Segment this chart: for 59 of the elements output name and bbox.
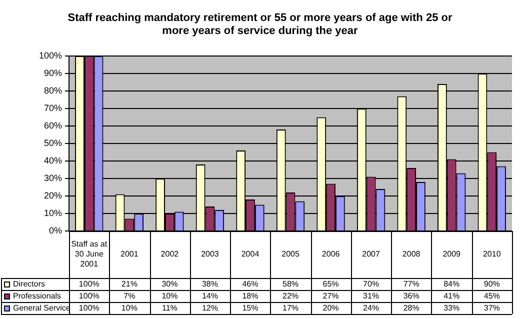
y-tick-label: 70% (44, 102, 62, 113)
data-label: 22% (282, 292, 299, 301)
y-tick-label: 40% (44, 155, 62, 166)
x-tick-label: 2005 (282, 250, 300, 259)
x-tick-label: 2006 (322, 250, 340, 259)
data-label: 84% (444, 280, 460, 289)
y-tick-label: 100% (38, 50, 62, 60)
y-tick-label: 10% (44, 208, 62, 218)
y-tick-label: 20% (44, 190, 62, 200)
data-label: 36% (403, 292, 420, 301)
data-label: 18% (242, 292, 258, 301)
data-label: 10% (121, 304, 138, 313)
data-label: 28% (403, 304, 420, 313)
data-label: 90% (484, 280, 500, 289)
legend-label: Professionals (13, 292, 62, 301)
data-label: 100% (78, 292, 100, 301)
data-label: 41% (444, 292, 460, 301)
x-tick-label: 2001 (120, 250, 139, 259)
y-tick-label: 90% (44, 68, 62, 78)
data-label: 33% (444, 304, 460, 313)
data-label: 100% (78, 280, 100, 289)
x-tick-label: 2010 (482, 250, 502, 259)
data-label: 37% (484, 304, 500, 313)
data-label: 58% (282, 280, 299, 289)
data-label: 7% (124, 292, 136, 301)
data-label: 46% (242, 280, 258, 289)
data-label: 12% (202, 304, 218, 313)
x-tick-label: 2003 (201, 250, 220, 259)
data-label: 17% (282, 304, 299, 313)
chart-title: Staff reaching mandatory retirement or 55 or more years of age with 25 or more years of service during the year (66, 12, 454, 38)
data-label: 14% (202, 292, 218, 301)
x-tick-label: Staff as at 30 June 2001 (71, 240, 108, 269)
x-tick-label: 2008 (402, 250, 421, 259)
y-tick-label: 60% (44, 120, 62, 130)
data-label: 31% (363, 292, 380, 301)
data-label: 27% (322, 292, 339, 301)
data-label: 11% (162, 304, 178, 313)
y-tick-label: 0% (49, 225, 62, 236)
y-tick-label: 80% (44, 85, 62, 96)
data-label: 38% (202, 280, 218, 289)
x-tick-label: 2007 (362, 250, 380, 259)
data-label: 21% (121, 280, 138, 289)
x-tick-label: 2009 (442, 250, 462, 259)
data-label: 10% (162, 292, 178, 301)
legend-label: General Service (13, 304, 71, 313)
data-label: 20% (322, 304, 339, 313)
y-tick-label: 30% (44, 172, 62, 183)
data-label: 45% (484, 292, 500, 301)
data-label: 15% (242, 304, 258, 313)
legend-label: Directors (13, 280, 46, 289)
data-label: 70% (363, 280, 380, 289)
data-label: 65% (322, 280, 339, 289)
data-label: 100% (78, 304, 100, 313)
y-tick-label: 50% (44, 138, 62, 148)
data-label: 77% (403, 280, 420, 289)
x-tick-label: 2002 (160, 250, 180, 259)
data-label: 24% (363, 304, 380, 313)
data-label: 30% (162, 280, 178, 289)
x-tick-label: 2004 (241, 250, 260, 259)
